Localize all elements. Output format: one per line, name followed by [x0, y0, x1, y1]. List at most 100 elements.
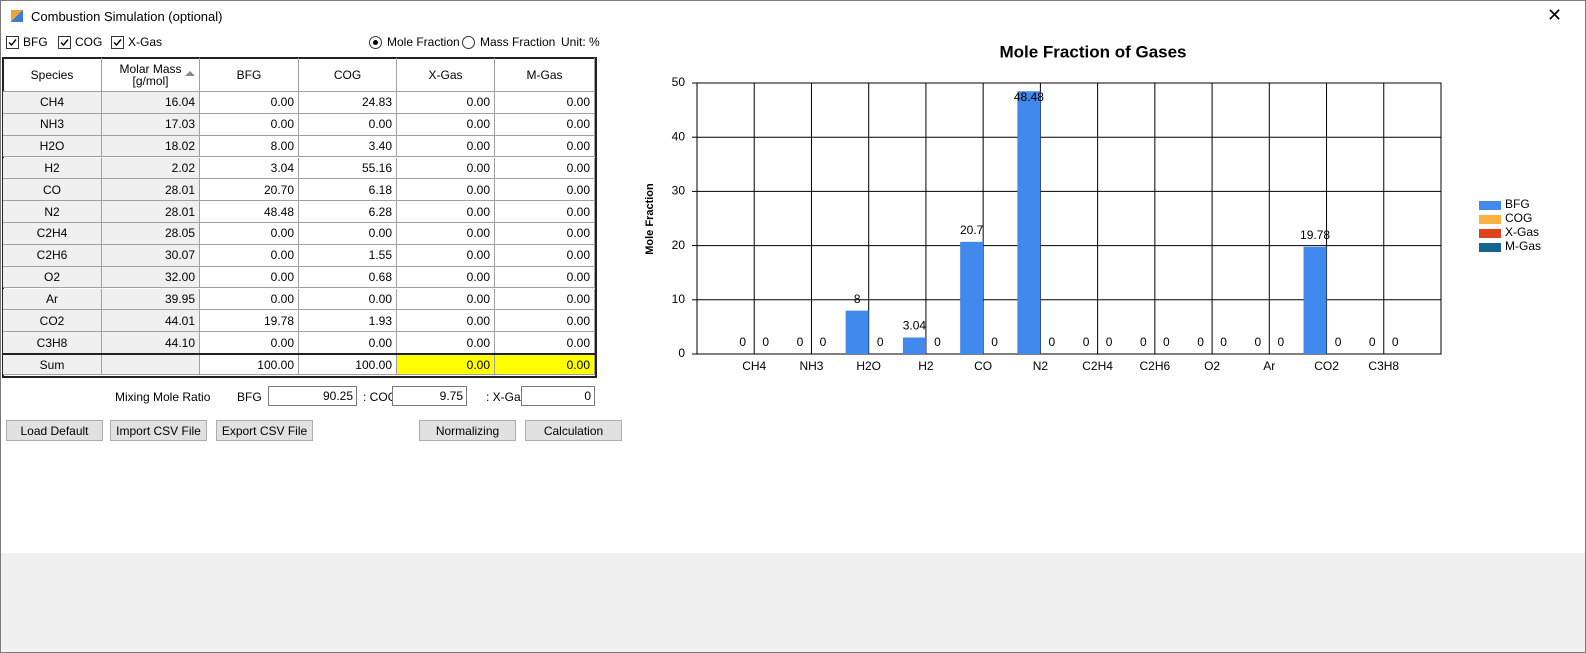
value-cell[interactable]: 0.00: [299, 223, 397, 245]
value-cell[interactable]: 0.00: [299, 332, 397, 354]
value-cell[interactable]: 0.00: [495, 266, 595, 289]
value-cell[interactable]: 0.00: [495, 288, 595, 311]
x-tick-label: O2: [1204, 359, 1220, 373]
value-cell[interactable]: 0.00: [397, 135, 495, 158]
close-button[interactable]: ✕: [1547, 5, 1563, 25]
value-cell[interactable]: 0.00: [397, 223, 495, 245]
column-header[interactable]: COG: [299, 58, 397, 92]
checkbox-label: BFG: [23, 35, 48, 49]
value-cell[interactable]: 0.00: [200, 244, 299, 267]
value-cell[interactable]: 0.00: [495, 244, 595, 267]
value-cell[interactable]: 48.48: [200, 201, 299, 223]
species-cell: NH3: [3, 113, 102, 136]
data-label: 8: [854, 292, 861, 306]
species-cell: CH4: [3, 92, 102, 114]
value-cell[interactable]: 0.00: [397, 92, 495, 114]
value-cell[interactable]: 0.00: [495, 310, 595, 333]
value-cell[interactable]: 0.00: [495, 157, 595, 180]
value-cell[interactable]: 3.40: [299, 135, 397, 158]
data-label: 0: [1254, 335, 1261, 349]
header-line: [g/mol]: [132, 73, 169, 88]
data-label: 0: [797, 335, 804, 349]
button[interactable]: Normalizing: [419, 420, 516, 441]
button[interactable]: Calculation: [525, 420, 622, 441]
column-header[interactable]: BFG: [200, 58, 299, 92]
column-header[interactable]: M-Gas: [495, 58, 595, 92]
value-cell[interactable]: 0.00: [200, 223, 299, 245]
value-cell[interactable]: 0.00: [397, 288, 495, 311]
y-axis-label: Mole Fraction: [644, 183, 656, 255]
data-label: 0: [934, 335, 941, 349]
button[interactable]: Load Default: [6, 420, 103, 441]
value-cell: 28.01: [102, 179, 200, 202]
value-cell[interactable]: 0.00: [299, 288, 397, 311]
column-header[interactable]: X-Gas: [397, 58, 495, 92]
ratio-input[interactable]: 90.25: [268, 386, 357, 406]
species-cell: CO2: [3, 310, 102, 333]
value-cell[interactable]: 1.93: [299, 310, 397, 333]
value-cell[interactable]: 24.83: [299, 92, 397, 114]
value-cell[interactable]: 0.00: [397, 266, 495, 289]
value-cell[interactable]: 0.00: [495, 201, 595, 223]
value-cell[interactable]: 55.16: [299, 157, 397, 180]
value-cell[interactable]: 0.00: [397, 157, 495, 180]
value-cell[interactable]: 6.28: [299, 201, 397, 223]
value-cell[interactable]: 0.68: [299, 266, 397, 289]
checkbox[interactable]: [111, 36, 124, 49]
sum-divider: [3, 353, 595, 355]
radio-label: Mole Fraction: [387, 35, 460, 49]
data-label: 0: [739, 335, 746, 349]
value-cell[interactable]: 0.00: [495, 135, 595, 158]
value-cell[interactable]: 0.00: [495, 332, 595, 354]
value-cell[interactable]: 0.00: [495, 92, 595, 114]
value-cell[interactable]: 0.00: [397, 332, 495, 354]
data-label: 0: [1163, 335, 1170, 349]
value-cell[interactable]: 1.55: [299, 244, 397, 267]
legend-label: BFG: [1505, 197, 1530, 211]
value-cell[interactable]: 0.00: [397, 310, 495, 333]
button[interactable]: Import CSV File: [110, 420, 207, 441]
legend-swatch: [1479, 243, 1501, 252]
ratio-input[interactable]: 0: [521, 386, 595, 406]
value-cell[interactable]: 0.00: [200, 113, 299, 136]
value-cell[interactable]: 0.00: [200, 288, 299, 311]
value-cell[interactable]: 0.00: [495, 223, 595, 245]
app-icon: [11, 10, 23, 22]
button[interactable]: Export CSV File: [216, 420, 313, 441]
checkbox[interactable]: [6, 36, 19, 49]
species-cell: C2H4: [3, 223, 102, 245]
value-cell[interactable]: 19.78: [200, 310, 299, 333]
bar: [845, 310, 869, 354]
value-cell[interactable]: 0.00: [200, 266, 299, 289]
value-cell[interactable]: 0.00: [200, 332, 299, 354]
sum-label: Sum: [3, 355, 102, 375]
value-cell[interactable]: 0.00: [299, 113, 397, 136]
sum-value: 100.00: [200, 355, 299, 375]
data-label: 3.04: [903, 319, 927, 333]
value-cell[interactable]: 0.00: [397, 179, 495, 202]
value-cell[interactable]: 20.70: [200, 179, 299, 202]
ratio-input[interactable]: 9.75: [392, 386, 467, 406]
value-cell[interactable]: 3.04: [200, 157, 299, 180]
value-cell: 2.02: [102, 157, 200, 180]
sum-cell: [102, 355, 200, 375]
value-cell[interactable]: 0.00: [397, 244, 495, 267]
value-cell[interactable]: 6.18: [299, 179, 397, 202]
mixing-label: Mixing Mole Ratio: [115, 390, 211, 404]
radio-button[interactable]: [369, 36, 382, 49]
x-tick-label: C2H6: [1140, 359, 1171, 373]
x-tick-label: C3H8: [1368, 359, 1399, 373]
value-cell[interactable]: 0.00: [397, 113, 495, 136]
value-cell[interactable]: 0.00: [495, 113, 595, 136]
value-cell[interactable]: 0.00: [200, 92, 299, 114]
radio-button[interactable]: [462, 36, 475, 49]
column-header[interactable]: Species: [3, 58, 102, 92]
checkbox[interactable]: [58, 36, 71, 49]
chart: Mole Fraction of Gases Mole Fraction 0 10 20…: [644, 42, 1541, 373]
legend-swatch: [1479, 229, 1501, 238]
value-cell[interactable]: 0.00: [495, 179, 595, 202]
value-cell[interactable]: 8.00: [200, 135, 299, 158]
column-header[interactable]: Molar Mass [g/mol]: [102, 58, 200, 92]
value-cell[interactable]: 0.00: [397, 201, 495, 223]
